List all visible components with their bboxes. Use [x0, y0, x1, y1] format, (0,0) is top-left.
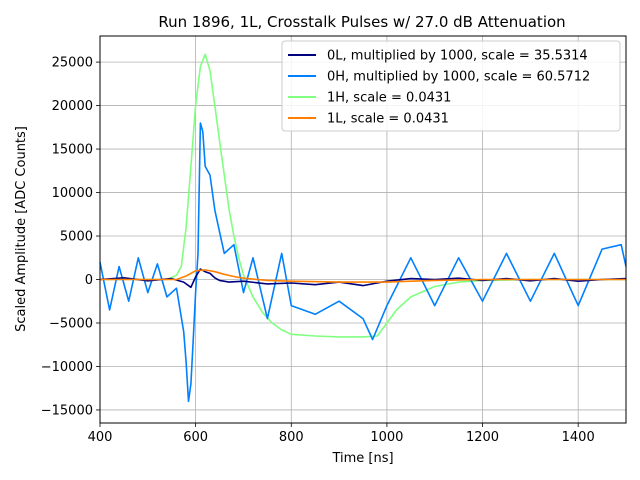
series-layer: [99, 53, 627, 403]
series-line-1: [99, 122, 627, 403]
y-tick-label: −15000: [41, 403, 93, 418]
legend: 0L, multiplied by 1000, scale = 35.5314 0…: [281, 40, 621, 132]
y-tick-label: −10000: [41, 360, 93, 375]
y-ticks: −15000 −10000 −5000 0 5000 10000 15000 20000 250…: [41, 56, 100, 418]
legend-items: 0L, multiplied by 1000, scale = 35.5314 0…: [288, 49, 590, 127]
series-line-2: [100, 53, 626, 338]
x-axis-label: Time [ns]: [331, 451, 393, 466]
legend-label-1: 0H, multiplied by 1000, scale = 60.5712: [327, 70, 590, 85]
x-tick-label: 1000: [370, 430, 403, 445]
x-tick-label: 400: [88, 430, 113, 445]
y-tick-label: 15000: [52, 143, 93, 158]
plot-frame: [99, 35, 627, 424]
legend-box: [281, 40, 621, 132]
legend-label-3: 1L, scale = 0.0431: [327, 112, 449, 127]
legend-label-0: 0L, multiplied by 1000, scale = 35.5314: [327, 49, 588, 64]
x-tick-label: 1200: [466, 430, 499, 445]
legend-label-2: 1H, scale = 0.0431: [327, 91, 451, 106]
x-tick-label: 1400: [562, 430, 595, 445]
y-tick-label: 20000: [52, 99, 93, 114]
y-tick-label: −5000: [49, 316, 93, 331]
y-tick-label: 0: [85, 273, 93, 288]
chart-title: Run 1896, 1L, Crosstalk Pulses w/ 27.0 d…: [158, 13, 565, 31]
y-tick-label: 10000: [52, 186, 93, 201]
y-tick-label: 25000: [52, 56, 93, 71]
y-axis-label: Scaled Amplitude [ADC Counts]: [14, 126, 29, 332]
x-ticks: 400 600 800 1000 1200 1400: [88, 423, 595, 445]
x-tick-label: 600: [183, 430, 208, 445]
series-line-3: [100, 269, 626, 283]
y-tick-label: 5000: [60, 230, 93, 245]
x-tick-label: 800: [279, 430, 304, 445]
